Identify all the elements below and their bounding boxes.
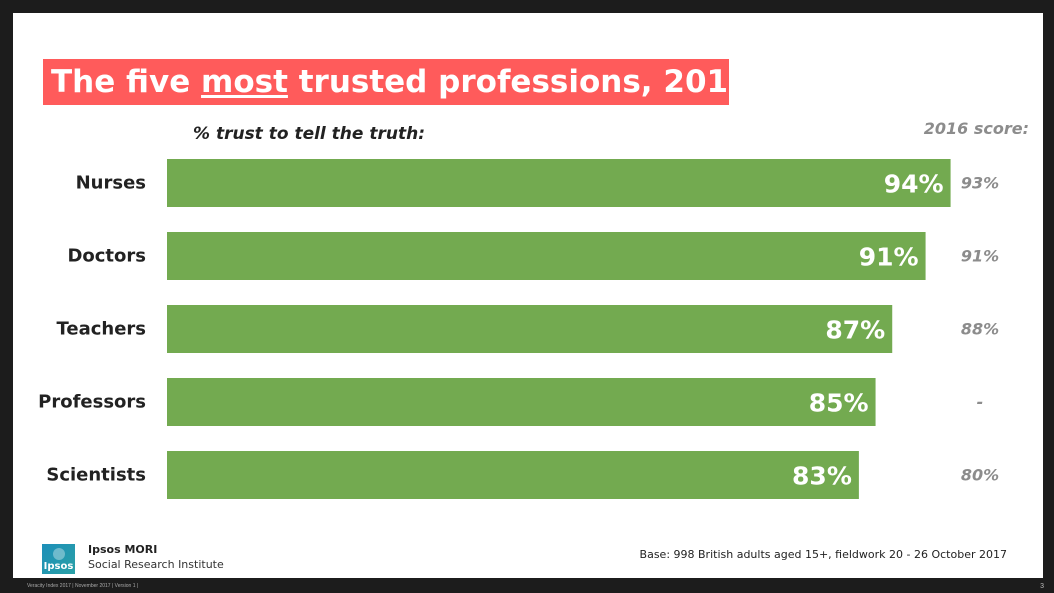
title-banner: The five most trusted professions, 2017 <box>43 59 750 105</box>
comparison-header: 2016 score: <box>923 119 1029 138</box>
footer-meta: Veracity Index 2017 | November 2017 | Ve… <box>27 583 139 589</box>
category-label: Teachers <box>56 319 146 340</box>
value-label: 91% <box>859 243 919 272</box>
value-label: 94% <box>884 170 944 199</box>
comparison-label: 80% <box>961 466 999 485</box>
category-label: Nurses <box>76 173 146 194</box>
bar-chart: Nurses 94% 93% Doctors 91% 91% Teachers 87% 88% P… <box>38 159 999 499</box>
logo-subtitle: Social Research Institute <box>88 558 224 571</box>
logo-mark-text: Ipsos <box>43 561 74 572</box>
bar-scientists <box>167 451 859 499</box>
logo-mark-icon <box>53 548 65 560</box>
category-label: Scientists <box>46 465 146 486</box>
ipsos-logo: Ipsos <box>42 544 75 574</box>
value-label: 87% <box>825 316 885 345</box>
base-note: Base: 998 British adults aged 15+, field… <box>639 548 1007 561</box>
title-pre: The five <box>51 63 202 100</box>
comparison-label: 88% <box>961 320 999 339</box>
bar-nurses <box>167 159 951 207</box>
category-label: Professors <box>38 392 146 413</box>
chart-subtitle: % trust to tell the truth: <box>193 124 425 144</box>
title-text: The five most trusted professions, 2017 <box>51 63 750 100</box>
title-post: trusted professions, 2017 <box>287 63 750 100</box>
bar-doctors <box>167 232 926 280</box>
bar-professors <box>167 378 876 426</box>
slide: The five most trusted professions, 2017 … <box>13 13 1043 578</box>
comparison-label: 91% <box>961 247 999 266</box>
bar-teachers <box>167 305 893 353</box>
logo-name: Ipsos MORI <box>88 543 158 556</box>
category-label: Doctors <box>67 246 146 267</box>
page-number: 3 <box>1040 583 1044 590</box>
comparison-label: - <box>977 393 984 412</box>
value-label: 85% <box>809 389 869 418</box>
value-label: 83% <box>792 462 852 491</box>
comparison-label: 93% <box>961 174 999 193</box>
title-emphasis: most <box>201 63 288 100</box>
